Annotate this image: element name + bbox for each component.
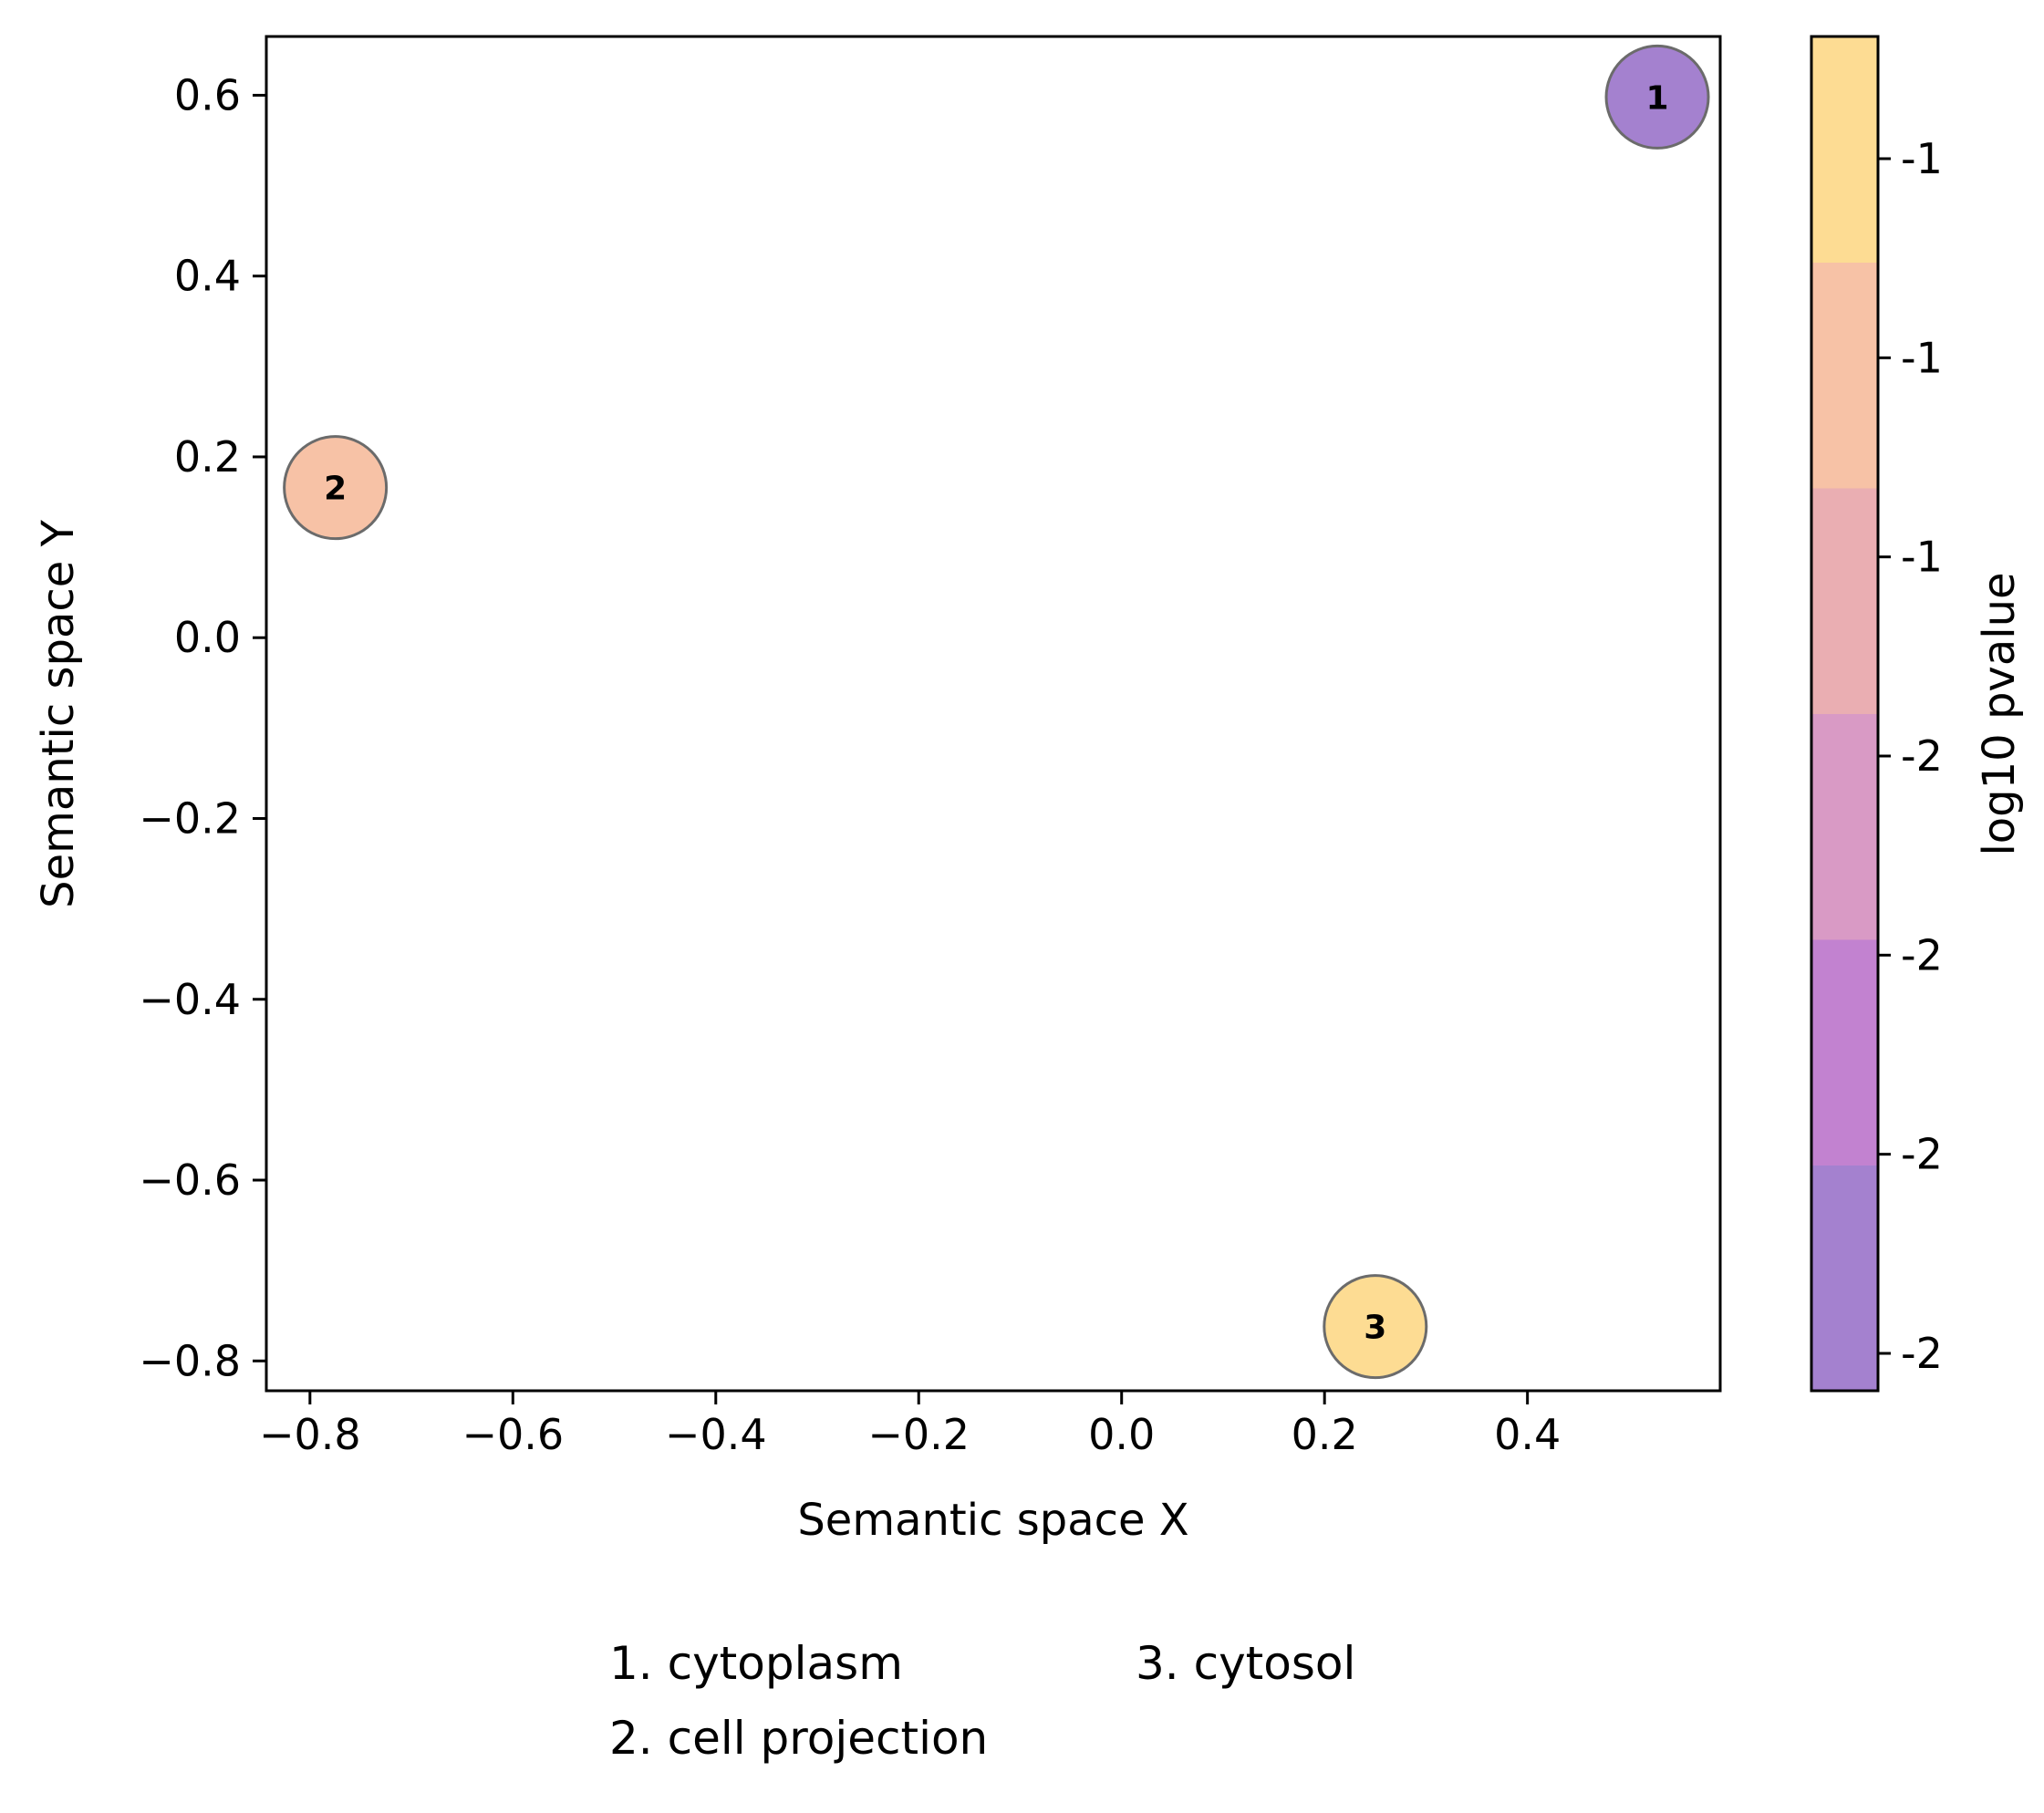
colorbar-label: log10 pvalue: [1974, 572, 2025, 855]
colorbar-tick-label: -2: [1901, 731, 1943, 781]
y-tick-label: 0.6: [174, 70, 241, 119]
scatter-point: [283, 435, 389, 541]
x-tick-label: −0.2: [867, 1410, 970, 1459]
colorbar-band: [1811, 36, 1878, 263]
point-label: 3: [1364, 1310, 1386, 1347]
y-tick-label: −0.6: [139, 1155, 241, 1205]
colorbar-frame: [1810, 35, 1880, 1393]
y-tick-label: 0.2: [174, 432, 241, 482]
x-axis-label: Semantic space X: [797, 1495, 1188, 1546]
scatter-point: [1323, 1274, 1428, 1380]
y-tick-label: 0.4: [174, 252, 241, 301]
colorbar-tick-label: -1: [1901, 333, 1943, 382]
y-tick-label: −0.2: [139, 793, 241, 843]
point-label: 1: [1646, 79, 1669, 117]
point-label: 2: [324, 471, 347, 508]
x-tick-label: −0.8: [259, 1410, 361, 1459]
colorbar-band: [1811, 262, 1878, 489]
x-tick-label: 0.4: [1494, 1410, 1561, 1459]
colorbar-tick-label: -1: [1901, 134, 1943, 183]
scatter-point: [1604, 44, 1710, 150]
legend-entry: 1. cytoplasm: [609, 1637, 903, 1690]
x-tick-label: −0.4: [665, 1410, 767, 1459]
legend-entry: 3. cytosol: [1136, 1637, 1355, 1690]
y-tick-label: −0.4: [139, 975, 241, 1024]
colorbar-band: [1811, 939, 1878, 1166]
colorbar-tick-label: -1: [1901, 533, 1943, 582]
x-tick-label: −0.6: [462, 1410, 564, 1459]
colorbar-band: [1811, 488, 1878, 714]
colorbar-band: [1811, 1165, 1878, 1392]
colorbar-tick-label: -2: [1901, 1130, 1943, 1179]
x-tick-label: 0.2: [1292, 1410, 1358, 1459]
x-tick-label: 0.0: [1088, 1410, 1155, 1459]
y-tick-label: 0.0: [174, 613, 241, 662]
y-axis-label: Semantic space Y: [33, 519, 84, 907]
colorbar-band: [1811, 713, 1878, 940]
points-layer: 1 2 3: [283, 44, 1710, 1380]
legend: 1. cytoplasm 2. cell projection 3. cytosol: [609, 1637, 1355, 1765]
colorbar-tick-label: -2: [1901, 930, 1943, 979]
y-axis: 0.6 0.4 0.2 0.0 −0.2 −0.4 −0.6 −0.8: [139, 70, 266, 1385]
legend-entry: 2. cell projection: [609, 1712, 988, 1765]
plot-frame: [265, 35, 1722, 1393]
y-tick-label: −0.8: [139, 1336, 241, 1385]
x-axis: −0.8 −0.6 −0.4 −0.2 0.0 0.2 0.4: [259, 1391, 1561, 1459]
colorbar-tick-label: -2: [1901, 1329, 1943, 1378]
colorbar: -2 -2 -2 -2 -1 -1 -1: [1810, 35, 1943, 1393]
